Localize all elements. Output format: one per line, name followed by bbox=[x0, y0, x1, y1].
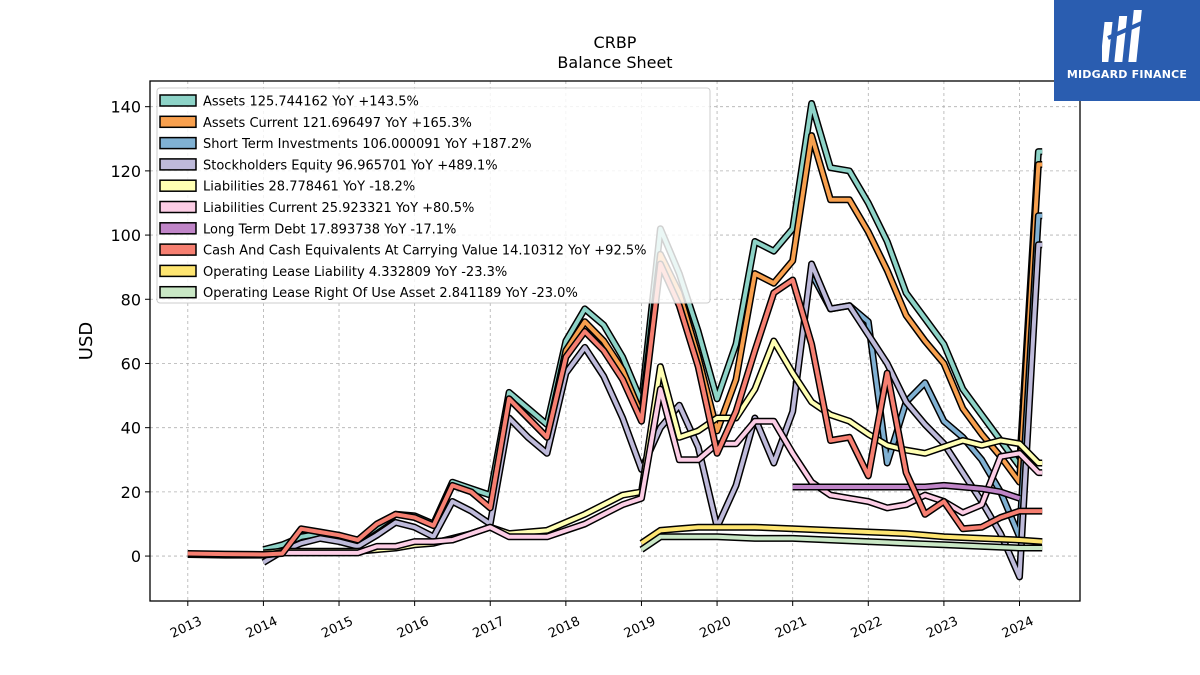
x-tick-label: 2017 bbox=[471, 614, 507, 642]
series-6 bbox=[792, 481, 1021, 502]
legend-entry-label: Liabilities Current 25.923321 YoY +80.5% bbox=[203, 201, 474, 216]
series-line bbox=[792, 483, 1021, 501]
x-tick-label: 2019 bbox=[622, 614, 658, 642]
series-9 bbox=[639, 533, 1043, 553]
x-tick-label: 2023 bbox=[924, 614, 960, 642]
legend-entry-label: Stockholders Equity 96.965701 YoY +489.1… bbox=[203, 158, 498, 173]
chart-subtitle: Balance Sheet bbox=[557, 53, 672, 72]
series-layer bbox=[187, 100, 1043, 581]
legend-box bbox=[156, 87, 711, 304]
brand-logo: MIDGARD FINANCE bbox=[1054, 0, 1200, 101]
legend-swatch bbox=[159, 158, 197, 171]
series-line bbox=[262, 242, 1043, 579]
x-tick-label: 2014 bbox=[244, 614, 280, 642]
legend-swatch bbox=[159, 94, 197, 107]
series-line bbox=[187, 262, 1043, 557]
y-axis: 0 20 40 60 80 100 120 140 bbox=[110, 98, 150, 566]
y-tick-label: 60 bbox=[121, 354, 141, 373]
legend: Assets 125.744162 YoY +143.5% Assets Curr… bbox=[156, 87, 711, 304]
legend-entry-label: Short Term Investments 106.000091 YoY +1… bbox=[203, 137, 532, 152]
y-tick-label: 40 bbox=[121, 419, 141, 438]
legend-entry-label: Liabilities 28.778461 YoY -18.2% bbox=[203, 180, 415, 195]
series-line bbox=[640, 525, 1043, 545]
legend-swatch bbox=[159, 264, 197, 278]
x-tick-label: 2024 bbox=[1000, 614, 1036, 642]
x-tick-label: 2020 bbox=[697, 614, 733, 642]
series-line bbox=[507, 133, 1043, 485]
legend-swatch bbox=[159, 136, 197, 150]
y-tick-label: 0 bbox=[131, 547, 141, 566]
y-tick-label: 120 bbox=[110, 162, 141, 181]
series-7 bbox=[187, 260, 1043, 558]
legend-entry-label: Assets 125.744162 YoY +143.5% bbox=[203, 95, 419, 110]
series-line bbox=[640, 534, 1043, 552]
x-tick-label: 2013 bbox=[168, 614, 204, 642]
y-tick-label: 140 bbox=[110, 98, 141, 117]
legend-swatch bbox=[159, 222, 197, 235]
series-3 bbox=[261, 241, 1043, 581]
brand-logo-text: MIDGARD FINANCE bbox=[1066, 68, 1188, 81]
x-tick-label: 2015 bbox=[319, 614, 355, 642]
y-tick-label: 80 bbox=[121, 290, 141, 309]
x-tick-label: 2021 bbox=[773, 614, 809, 642]
x-axis: 2013 2014 2015 2016 2017 2018 2019 2020 2021 2022… bbox=[168, 601, 1036, 642]
legend-entry-label: Cash And Cash Equivalents At Carrying Va… bbox=[203, 244, 646, 259]
y-tick-label: 20 bbox=[121, 483, 141, 502]
legend-swatch bbox=[159, 179, 197, 192]
legend-entry-label: Long Term Debt 17.893738 YoY -17.1% bbox=[203, 222, 456, 237]
series-8 bbox=[639, 523, 1043, 547]
logo-mark-icon bbox=[1102, 10, 1145, 62]
x-tick-label: 2022 bbox=[849, 614, 885, 642]
legend-swatch bbox=[159, 243, 197, 256]
legend-swatch bbox=[159, 285, 197, 299]
legend-entry-label: Assets Current 121.696497 YoY +165.3% bbox=[203, 116, 472, 131]
legend-entry-label: Operating Lease Liability 4.332809 YoY -… bbox=[203, 265, 507, 280]
legend-swatch bbox=[159, 115, 197, 129]
chart-title: CRBP bbox=[594, 33, 637, 52]
x-tick-label: 2016 bbox=[395, 614, 431, 642]
y-axis-label: USD bbox=[76, 322, 97, 360]
legend-swatch bbox=[159, 200, 197, 214]
y-tick-label: 100 bbox=[110, 226, 141, 245]
series-1 bbox=[506, 132, 1043, 486]
x-tick-label: 2018 bbox=[546, 614, 582, 642]
plot-frame bbox=[149, 80, 1081, 602]
legend-entry-label: Operating Lease Right Of Use Asset 2.841… bbox=[203, 286, 578, 301]
